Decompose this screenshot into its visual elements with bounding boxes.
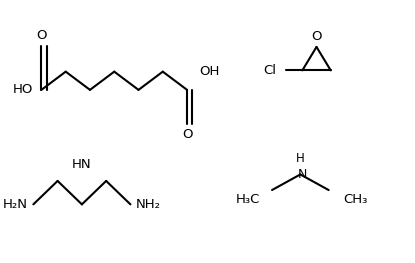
Text: H₂N: H₂N (2, 198, 28, 211)
Text: N: N (298, 168, 307, 181)
Text: OH: OH (199, 65, 220, 78)
Text: HO: HO (13, 83, 34, 96)
Text: O: O (182, 128, 192, 141)
Text: H: H (296, 152, 305, 165)
Text: CH₃: CH₃ (343, 193, 367, 206)
Text: O: O (36, 29, 46, 42)
Text: Cl: Cl (264, 64, 276, 77)
Text: HN: HN (72, 158, 92, 170)
Text: O: O (311, 30, 322, 43)
Text: H₃C: H₃C (236, 193, 260, 206)
Text: NH₂: NH₂ (136, 198, 161, 211)
